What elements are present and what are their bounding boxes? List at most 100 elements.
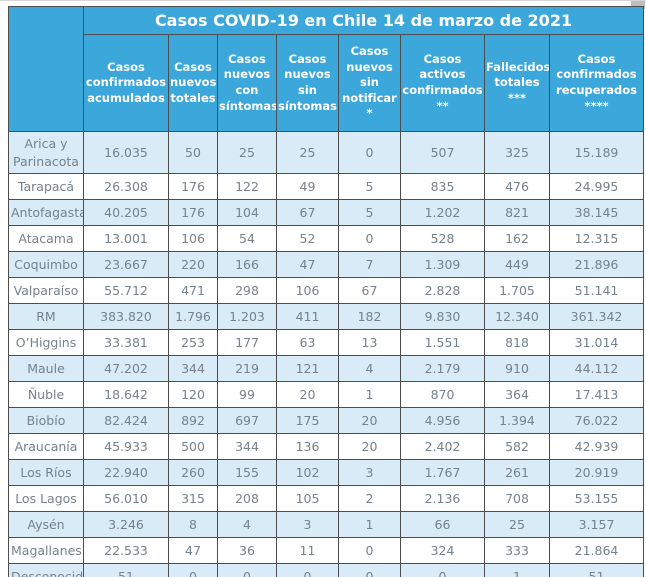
value-cell: 449 xyxy=(484,251,550,278)
region-cell: Los Lagos xyxy=(8,485,84,512)
value-cell: 253 xyxy=(168,329,218,356)
value-cell: 7 xyxy=(338,251,401,278)
value-cell: 0 xyxy=(338,563,401,577)
value-cell: 121 xyxy=(276,355,339,382)
value-cell: 47 xyxy=(168,537,218,564)
region-cell: Magallanes xyxy=(8,537,84,564)
corner-cell xyxy=(8,6,84,132)
region-cell: RM xyxy=(8,303,84,330)
value-cell: 44.112 xyxy=(548,355,645,382)
region-cell: Atacama xyxy=(8,225,84,252)
horizontal-scrollbar-thumb[interactable] xyxy=(631,1,645,9)
covid-cases-table: Casos COVID-19 en Chile 14 de marzo de 2… xyxy=(8,6,645,577)
value-cell: 23.667 xyxy=(83,251,169,278)
footnote-marker: * xyxy=(366,106,373,121)
value-cell: 344 xyxy=(168,355,218,382)
value-cell: 42.939 xyxy=(548,433,645,460)
value-cell: 136 xyxy=(276,433,339,460)
value-cell: 166 xyxy=(217,251,277,278)
value-cell: 51.141 xyxy=(548,277,645,304)
value-cell: 4 xyxy=(338,355,401,382)
value-cell: 16.035 xyxy=(83,131,169,174)
value-cell: 25 xyxy=(217,131,277,174)
table-row-11: Araucanía 45.933 500 344 136 20 2.402 582 42.939 xyxy=(8,433,645,460)
value-cell: 892 xyxy=(168,407,218,434)
value-cell: 344 xyxy=(217,433,277,460)
value-cell: 106 xyxy=(276,277,339,304)
value-cell: 63 xyxy=(276,329,339,356)
value-cell: 0 xyxy=(168,563,218,577)
value-cell: 55.712 xyxy=(83,277,169,304)
value-cell: 3.246 xyxy=(83,511,169,538)
value-cell: 104 xyxy=(217,199,277,226)
column-header-2: Casos nuevos con síntomas xyxy=(217,34,277,132)
value-cell: 1 xyxy=(338,381,401,408)
value-cell: 8 xyxy=(168,511,218,538)
table-title: Casos COVID-19 en Chile 14 de marzo de 2… xyxy=(82,6,645,35)
value-cell: 0 xyxy=(217,563,277,577)
value-cell: 5 xyxy=(338,173,401,200)
value-cell: 870 xyxy=(400,381,485,408)
value-cell: 1.551 xyxy=(400,329,485,356)
table-row-8: Maule 47.202 344 219 121 4 2.179 910 44.112 xyxy=(8,355,645,382)
region-cell: Desconocida xyxy=(8,563,84,577)
value-cell: 411 xyxy=(276,303,339,330)
value-cell: 20 xyxy=(338,407,401,434)
region-cell: Tarapacá xyxy=(8,173,84,200)
value-cell: 1.796 xyxy=(168,303,218,330)
column-header-label: Casos confirmados recuperados xyxy=(556,51,637,97)
value-cell: 2.136 xyxy=(400,485,485,512)
value-cell: 122 xyxy=(217,173,277,200)
value-cell: 2.828 xyxy=(400,277,485,304)
value-cell: 51 xyxy=(548,563,645,577)
value-cell: 51 xyxy=(83,563,169,577)
value-cell: 99 xyxy=(217,381,277,408)
value-cell: 260 xyxy=(168,459,218,486)
value-cell: 3 xyxy=(338,459,401,486)
value-cell: 2.402 xyxy=(400,433,485,460)
value-cell: 67 xyxy=(276,199,339,226)
value-cell: 162 xyxy=(484,225,550,252)
value-cell: 47.202 xyxy=(83,355,169,382)
value-cell: 476 xyxy=(484,173,550,200)
value-cell: 1.705 xyxy=(484,277,550,304)
table-header: Casos COVID-19 en Chile 14 de marzo de 2… xyxy=(8,6,645,132)
value-cell: 1.394 xyxy=(484,407,550,434)
value-cell: 208 xyxy=(217,485,277,512)
value-cell: 22.940 xyxy=(83,459,169,486)
value-cell: 47 xyxy=(276,251,339,278)
value-cell: 25 xyxy=(276,131,339,174)
value-cell: 52 xyxy=(276,225,339,252)
value-cell: 220 xyxy=(168,251,218,278)
table-row-10: Biobío 82.424 892 697 175 20 4.956 1.394 76.022 xyxy=(8,407,645,434)
table-body: Arica y Parinacota 16.035 50 25 25 0 507 325 15.… xyxy=(8,131,645,577)
column-header-7: Casos confirmados recuperados **** xyxy=(548,34,645,132)
table-row-16: Desconocida 51 0 0 0 0 0 1 51 xyxy=(8,563,645,577)
region-cell: Maule xyxy=(8,355,84,382)
value-cell: 528 xyxy=(400,225,485,252)
value-cell: 13 xyxy=(338,329,401,356)
value-cell: 54 xyxy=(217,225,277,252)
column-header-label: Casos activos confirmados xyxy=(402,51,483,97)
value-cell: 471 xyxy=(168,277,218,304)
value-cell: 821 xyxy=(484,199,550,226)
value-cell: 4.956 xyxy=(400,407,485,434)
value-cell: 5 xyxy=(338,199,401,226)
column-header-label: Casos nuevos con síntomas xyxy=(219,51,277,113)
column-header-0: Casos confirmados acumulados xyxy=(83,34,169,132)
value-cell: 4 xyxy=(217,511,277,538)
value-cell: 20 xyxy=(338,433,401,460)
column-header-label: Casos nuevos sin síntomas xyxy=(278,51,337,113)
value-cell: 20 xyxy=(276,381,339,408)
table-row-2: Antofagasta 40.205 176 104 67 5 1.202 821 38.145 xyxy=(8,199,645,226)
footnote-marker: **** xyxy=(584,98,609,113)
value-cell: 1.309 xyxy=(400,251,485,278)
value-cell: 3.157 xyxy=(548,511,645,538)
value-cell: 9.830 xyxy=(400,303,485,330)
value-cell: 120 xyxy=(168,381,218,408)
value-cell: 1.767 xyxy=(400,459,485,486)
value-cell: 383.820 xyxy=(83,303,169,330)
table-row-15: Magallanes 22.533 47 36 11 0 324 333 21.864 xyxy=(8,537,645,564)
value-cell: 155 xyxy=(217,459,277,486)
